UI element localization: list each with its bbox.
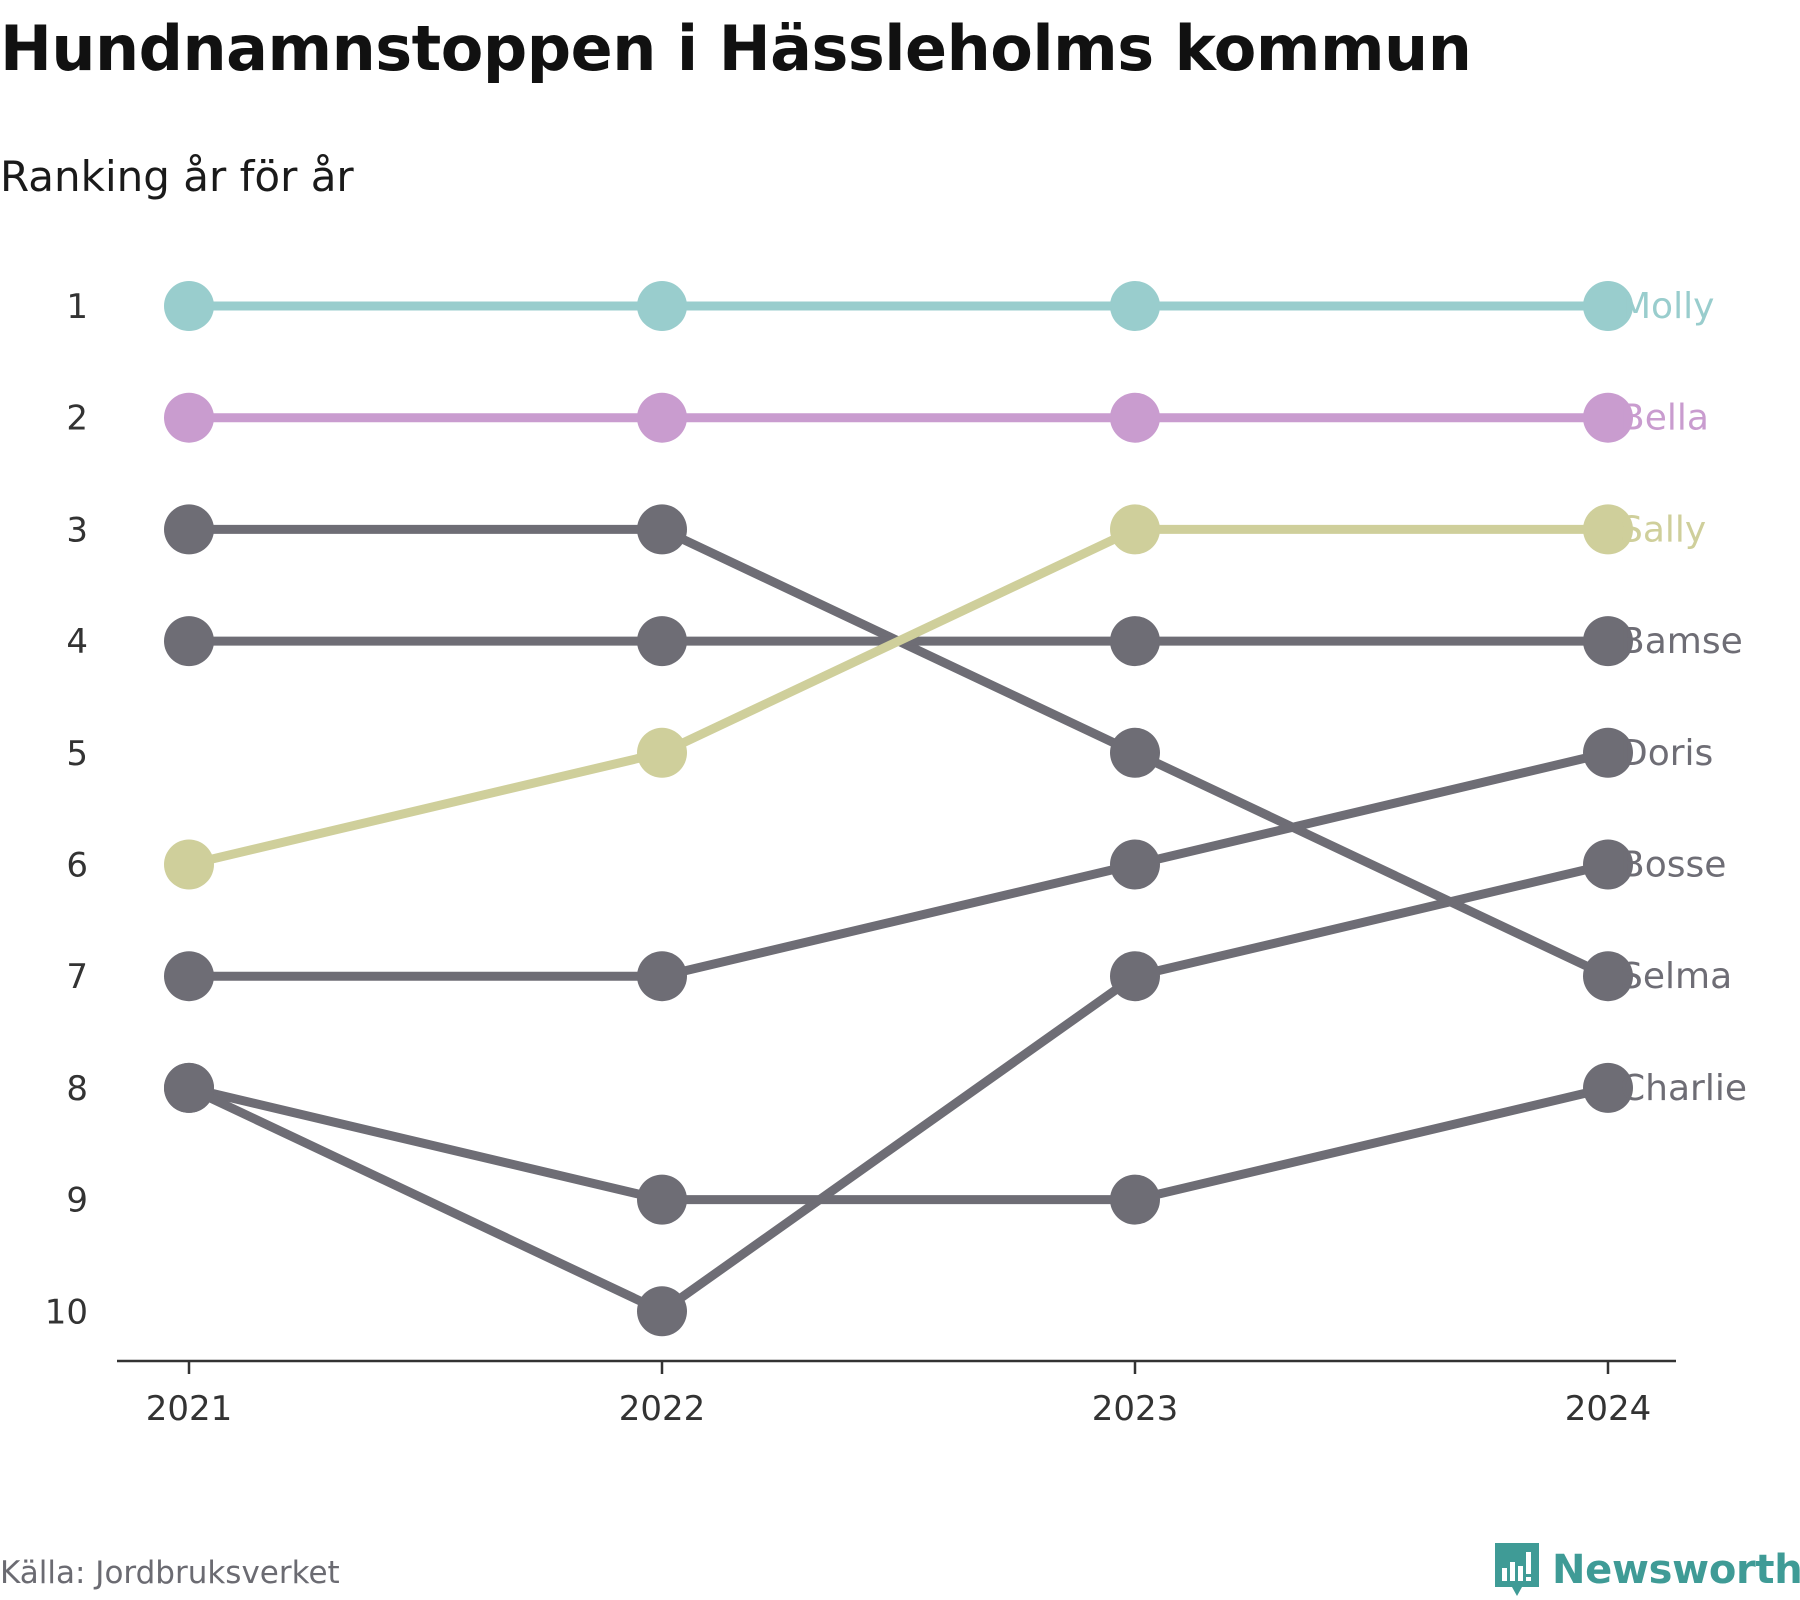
series-label-charlie: Charlie <box>1620 1068 1747 1109</box>
newsworthy-logo[interactable]: Newsworthy <box>1492 1540 1800 1600</box>
source-note: Källa: Jordbruksverket <box>0 1555 340 1591</box>
y-tick-label: 1 <box>66 287 88 327</box>
y-tick-label: 3 <box>66 510 88 550</box>
point-charlie <box>637 1174 687 1225</box>
point-bosse <box>1583 839 1633 890</box>
newsworthy-logo-icon <box>1495 1543 1539 1596</box>
point-selma <box>164 504 214 555</box>
series-label-doris: Doris <box>1620 733 1713 774</box>
series-label-bamse: Bamse <box>1620 621 1743 662</box>
series-label-sally: Sally <box>1620 509 1706 550</box>
series-label-molly: Molly <box>1620 286 1714 327</box>
point-molly <box>164 281 214 331</box>
series-line-sally <box>184 524 1613 869</box>
point-bella <box>1583 392 1633 443</box>
point-charlie <box>1583 1062 1633 1113</box>
point-molly <box>1110 281 1160 331</box>
point-bella <box>1110 392 1160 443</box>
point-bosse <box>164 1062 214 1113</box>
y-tick-label: 4 <box>66 622 88 662</box>
point-bamse <box>1583 616 1633 667</box>
chart-title: Hundnamnstoppen i Hässleholms kommun <box>0 12 1472 85</box>
x-tick-label: 2021 <box>146 1389 233 1429</box>
point-bamse <box>1110 616 1160 667</box>
point-bosse <box>1110 951 1160 1002</box>
series-line-selma <box>184 524 1613 981</box>
series-line-charlie <box>184 1083 1613 1205</box>
series-label-bosse: Bosse <box>1620 845 1726 886</box>
y-tick-label: 8 <box>66 1069 88 1109</box>
point-selma <box>637 504 687 555</box>
y-tick-label: 5 <box>66 734 88 774</box>
point-doris <box>1110 839 1160 890</box>
point-bella <box>164 392 214 443</box>
y-tick-label: 9 <box>66 1181 88 1221</box>
y-tick-label: 7 <box>66 957 88 997</box>
point-doris <box>164 951 214 1002</box>
x-tick-label: 2024 <box>1565 1389 1652 1429</box>
point-bamse <box>637 616 687 667</box>
point-selma <box>1110 727 1160 778</box>
series-line-doris <box>184 748 1613 981</box>
point-doris <box>637 951 687 1002</box>
point-sally <box>1110 504 1160 555</box>
series-line-bosse <box>184 860 1613 1316</box>
y-tick-label: 2 <box>66 399 88 439</box>
point-sally <box>164 839 214 890</box>
y-tick-label: 10 <box>45 1292 88 1332</box>
point-molly <box>637 281 687 331</box>
point-doris <box>1583 727 1633 778</box>
point-molly <box>1583 281 1633 331</box>
x-tick-label: 2023 <box>1092 1389 1179 1429</box>
point-sally <box>1583 504 1633 555</box>
series-label-selma: Selma <box>1620 956 1732 997</box>
y-tick-label: 6 <box>66 846 88 886</box>
point-bamse <box>164 616 214 667</box>
x-tick-label: 2022 <box>619 1389 706 1429</box>
newsworthy-logo-text: Newsworthy <box>1552 1547 1800 1593</box>
point-bosse <box>637 1286 687 1337</box>
series-label-bella: Bella <box>1620 398 1709 439</box>
chart-subtitle: Ranking år för år <box>0 152 354 201</box>
point-selma <box>1583 951 1633 1002</box>
point-bella <box>637 392 687 443</box>
point-sally <box>637 727 687 778</box>
point-charlie <box>1110 1174 1160 1225</box>
